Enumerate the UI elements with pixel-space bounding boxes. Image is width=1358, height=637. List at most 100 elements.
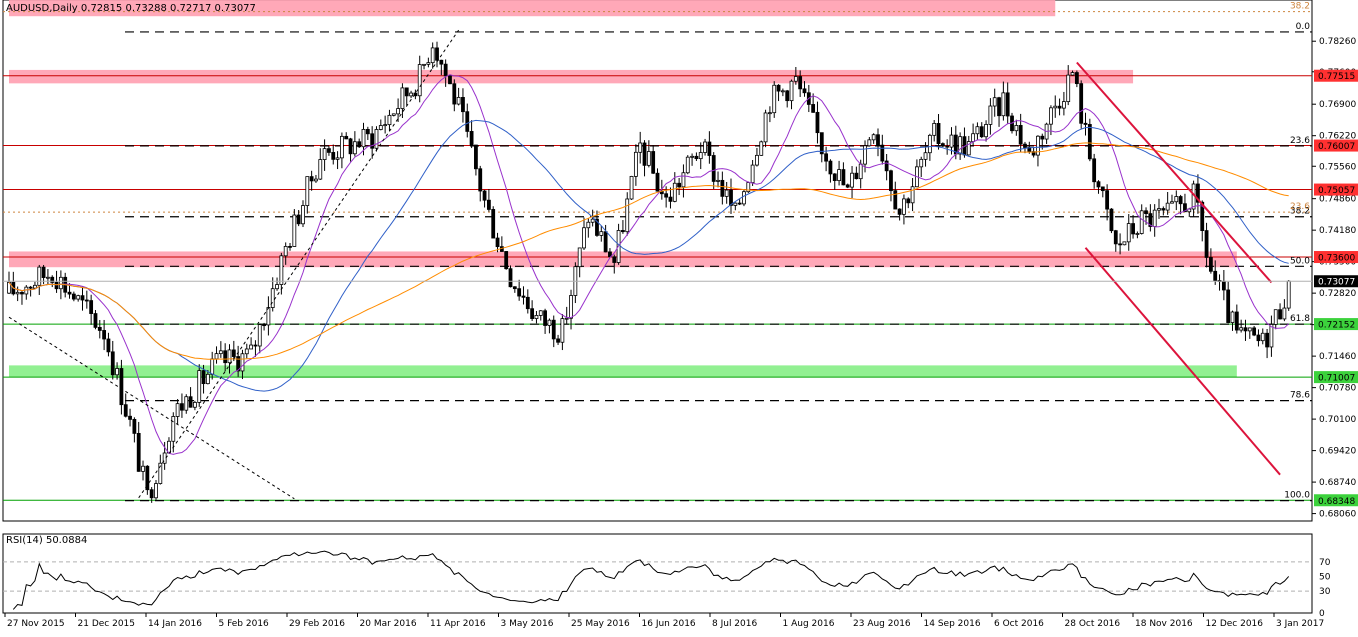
candle-body-5 [28,286,33,289]
candle-body-268 [1165,202,1170,211]
candle-body-226 [984,124,988,138]
candle-body-25 [115,368,119,376]
candle-body-107 [469,131,474,146]
candle-body-186 [811,104,816,113]
candle-body-139 [608,251,612,258]
x-tick-label-14: 6 Oct 2016 [994,619,1044,629]
candle-body-34 [154,483,158,499]
ma-line-1 [8,119,1289,392]
zone-3 [9,365,1237,378]
candle-body-168 [733,202,738,206]
level-box-2 [1314,183,1358,196]
candle-body-74 [327,148,331,153]
candle-body-103 [452,83,457,105]
price-tick-label-8: 0.72820 [1319,289,1356,299]
price-tick-label-6: 0.74180 [1319,226,1356,236]
level-box-0 [1314,69,1358,82]
rsi-panel-frame [2,533,1313,614]
candle-body-175 [763,112,768,143]
candle-body-61 [270,288,275,308]
candle-body-93 [409,92,413,97]
candle-body-281 [1221,280,1226,291]
candle-body-42 [188,396,193,408]
candle-body-213 [927,134,932,154]
candle-body-177 [772,84,777,114]
trendline-up [138,29,460,499]
candle-body-150 [655,172,660,192]
candle-body-10 [50,276,55,283]
candle-body-133 [582,227,586,249]
candle-body-72 [318,159,323,180]
price-tick-label-15: 0.68060 [1319,510,1356,520]
candle-body-83 [365,129,370,135]
candle-body-132 [577,247,582,268]
candle-body-144 [629,175,634,200]
candle-body-71 [314,178,318,182]
candle-body-8 [41,266,46,278]
level-box-label-2: 0.75057 [1318,186,1355,196]
rsi-tick-label-3: 0 [1319,609,1325,619]
high-value: 0.73288 [125,3,167,14]
price-tick-label-3: 0.76220 [1319,132,1356,142]
level-box-5 [1314,371,1358,384]
candle-body-290 [1260,332,1265,342]
candle-body-211 [919,158,924,168]
candle-body-166 [724,189,729,197]
candle-body-215 [936,123,941,145]
level-box-label-1: 0.76007 [1318,142,1355,152]
candle-body-128 [560,318,565,343]
candle-body-153 [668,196,673,202]
candle-body-23 [106,338,111,353]
candle-body-123 [538,310,543,316]
candle-body-50 [223,350,228,364]
candle-body-143 [625,198,630,233]
candle-body-229 [997,97,1001,117]
candle-body-164 [716,179,720,182]
x-tick-label-8: 25 May 2016 [571,619,630,629]
candle-body-159 [694,155,699,160]
candle-body-255 [1109,208,1114,232]
x-tick-label-0: 27 Nov 2015 [7,619,65,629]
candle-body-149 [651,151,656,174]
x-tick-label-15: 28 Oct 2016 [1065,619,1121,629]
price-tick-label-12: 0.70100 [1319,415,1356,425]
candle-body-12 [58,276,63,290]
candle-body-41 [184,396,189,411]
candle-body-46 [205,373,210,385]
candle-body-187 [815,111,820,134]
candle-body-293 [1273,309,1278,325]
candle-body-86 [378,125,383,130]
candle-body-59 [262,324,266,327]
candle-body-259 [1126,223,1131,243]
candle-body-160 [698,152,703,160]
candle-body-267 [1161,208,1166,211]
candle-body-296 [1286,280,1291,309]
fib-label-1: 23.6 [1290,136,1310,146]
candle-body-292 [1269,324,1274,348]
candle-body-87 [383,124,388,127]
candle-body-209 [910,186,915,204]
x-tick-label-5: 20 Mar 2016 [360,619,417,629]
candle-body-199 [867,139,872,147]
candle-body-135 [590,218,595,223]
candle-body-48 [214,353,219,360]
candle-body-241 [1049,107,1053,125]
candle-body-184 [802,88,807,94]
candle-body-248 [1079,83,1084,124]
candle-body-253 [1100,186,1105,192]
candle-body-63 [279,255,284,285]
candle-body-201 [876,134,880,146]
candle-body-40 [180,403,184,411]
candle-body-137 [599,231,604,236]
candle-body-44 [197,370,202,403]
rsi-tick-label-2: 30 [1319,587,1331,597]
x-tick-label-17: 12 Dec 2016 [1206,619,1264,629]
candle-body-239 [1040,135,1045,140]
candle-body-295 [1282,307,1287,320]
candle-body-170 [742,191,746,205]
candle-body-52 [231,349,236,357]
candle-body-243 [1057,105,1062,109]
candle-body-270 [1174,196,1179,203]
candle-body-81 [357,141,362,148]
candle-body-257 [1118,243,1122,246]
